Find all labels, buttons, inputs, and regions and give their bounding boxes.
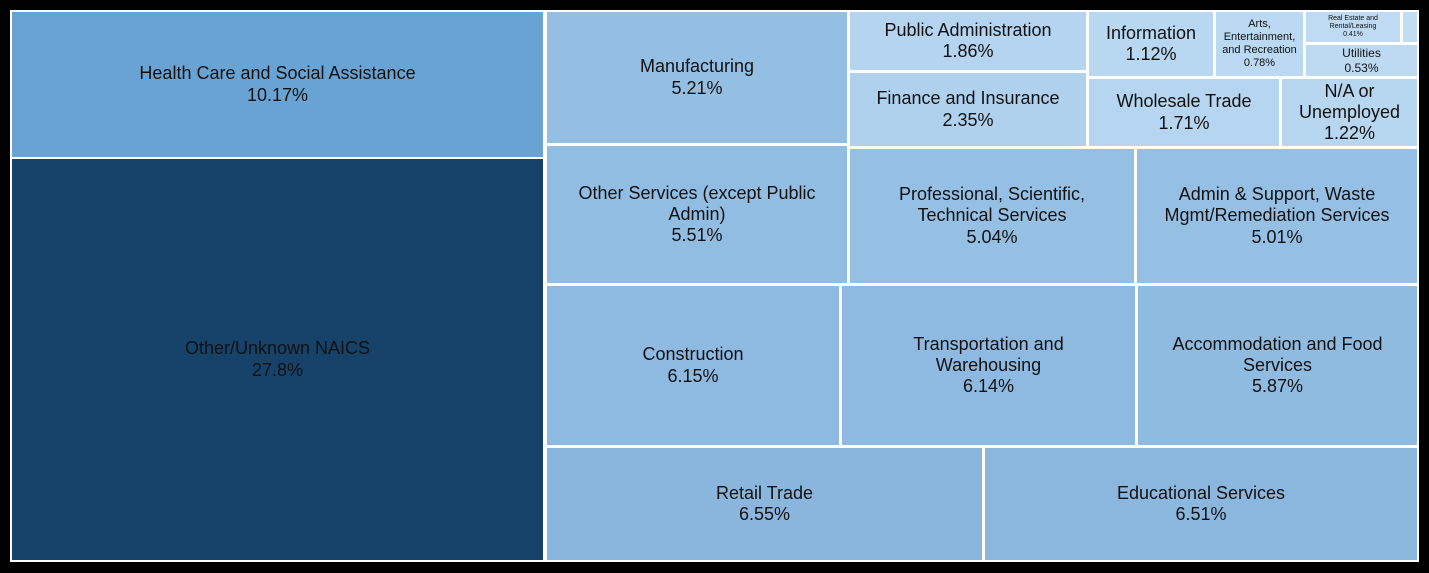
tile-value: 5.87% [1251,376,1304,397]
tile-value: 10.17% [246,84,309,105]
treemap-tile-educational-services: Educational Services 6.51% [983,446,1419,562]
tile-label: Professional, Scientific, Technical Serv… [898,184,1086,226]
treemap-tile-arts-entertainment-and-recreation: Arts, Entertainment, and Recreation 0.78% [1214,10,1305,78]
tile-value: 1.86% [942,41,994,61]
tile-label: Admin & Support, Waste Mgmt/Remediation … [1164,184,1390,226]
tile-value: 5.51% [671,225,723,246]
treemap-tile-retail-trade: Retail Trade 6.55% [545,446,984,562]
tile-value: 27.8% [251,359,304,380]
tile-label: Real Estate and Rental/Leasing [1328,14,1378,30]
treemap-tile-manufacturing: Manufacturing 5.21% [545,10,849,145]
treemap-tile-other-unknown-naics: Other/Unknown NAICS 27.8% [10,157,545,562]
tile-label: Information [1105,22,1197,43]
tile-value: 1.12% [1125,44,1177,64]
tile-label: Educational Services [1116,482,1286,503]
treemap-tile-wholesale-trade: Wholesale Trade 1.71% [1087,77,1281,148]
tile-value: 2.35% [942,109,994,130]
tile-value: 1.71% [1158,112,1210,133]
tile-label: Public Administration [884,19,1052,40]
tile-value: 0.41% [1343,31,1363,39]
tile-label: Health Care and Social Assistance [139,63,416,84]
tile-label: Finance and Insurance [876,88,1060,109]
treemap-tile-real-estate-and-rental-leasing: Real Estate and Rental/Leasing 0.41% [1304,10,1402,44]
tile-label: Construction [642,344,744,365]
treemap-tile-construction: Construction 6.15% [545,284,841,447]
tile-label: Utilities [1342,46,1381,61]
treemap-tile-unlabeled [1401,10,1419,44]
tile-value: 0.53% [1344,60,1379,75]
tile-value: 6.55% [738,504,791,524]
tile-label: Wholesale Trade [1116,91,1252,112]
tile-label: Other Services (except Public Admin) [578,182,816,224]
tile-label: Other/Unknown NAICS [184,338,371,359]
treemap-tile-admin-support-waste-mgmt-remediation-services: Admin & Support, Waste Mgmt/Remediation … [1135,147,1419,285]
tile-value: 5.01% [1251,226,1303,247]
tile-value: 0.78% [1243,56,1276,69]
tile-value: 6.51% [1175,504,1227,524]
tile-value: 6.14% [962,376,1015,397]
tile-value: 5.21% [671,77,723,98]
tile-value: 5.04% [966,226,1018,247]
treemap-tile-other-services-except-public-admin: Other Services (except Public Admin) 5.51… [545,144,849,285]
tile-label: N/A or Unemployed [1298,80,1401,122]
tile-label: Retail Trade [715,482,814,503]
tile-value: 6.15% [667,365,719,386]
treemap-tile-information: Information 1.12% [1087,10,1215,78]
treemap-tile-public-administration: Public Administration 1.86% [848,10,1088,72]
treemap-tile-transportation-and-warehousing: Transportation and Warehousing 6.14% [840,284,1137,447]
tile-label: Arts, Entertainment, and Recreation [1222,18,1297,56]
tile-label: Manufacturing [639,56,755,77]
tile-label: Accommodation and Food Services [1172,333,1383,375]
treemap-tile-utilities: Utilities 0.53% [1304,43,1419,78]
tile-label: Transportation and Warehousing [913,333,1064,375]
tile-value: 1.22% [1323,123,1376,144]
treemap-tile-health-care-and-social-assistance: Health Care and Social Assistance 10.17% [10,10,545,159]
treemap-tile-professional-scientific-technical-services: Professional, Scientific, Technical Serv… [848,147,1136,285]
treemap-tile-n-a-or-unemployed: N/A or Unemployed 1.22% [1280,77,1419,148]
treemap-tile-finance-and-insurance: Finance and Insurance 2.35% [848,71,1088,148]
treemap-tile-accommodation-and-food-services: Accommodation and Food Services 5.87% [1136,284,1419,447]
